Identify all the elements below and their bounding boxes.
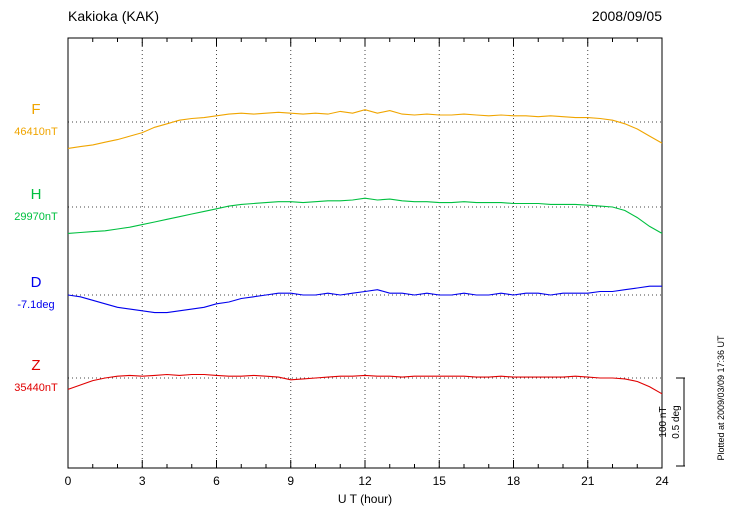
component-letter-F: F — [31, 101, 41, 118]
scale-bar-label-nt: 100 nT — [658, 406, 669, 438]
component-label-H: H 29970nT — [8, 186, 64, 224]
component-label-F: F 46410nT — [8, 101, 64, 139]
x-tick-label: 15 — [433, 474, 447, 488]
x-tick-label: 9 — [287, 474, 294, 488]
x-tick-label: 6 — [213, 474, 220, 488]
component-baseline-H: 29970nT — [14, 211, 58, 223]
x-tick-label: 21 — [581, 474, 595, 488]
x-tick-label: 18 — [507, 474, 521, 488]
x-tick-label: 24 — [655, 474, 669, 488]
x-tick-label: 3 — [139, 474, 146, 488]
trace-H — [67, 197, 663, 234]
component-baseline-F: 46410nT — [14, 126, 58, 138]
scale-bar-label: 100 nT 0.5 deg — [657, 392, 683, 452]
component-label-D: D -7.1deg — [8, 274, 64, 312]
trace-F — [67, 109, 663, 149]
component-baseline-Z: 35440nT — [14, 382, 58, 394]
x-tick-label: 12 — [358, 474, 372, 488]
component-letter-D: D — [30, 274, 42, 291]
trace-D — [67, 285, 662, 314]
component-label-Z: Z 35440nT — [8, 357, 64, 395]
x-axis-label: U T (hour) — [337, 492, 393, 506]
date-label: 2008/09/05 — [591, 8, 662, 24]
station-title: Kakioka (KAK) — [68, 8, 160, 24]
plotted-at-note: Plotted at 2009/03/09 17:36 UT — [716, 335, 726, 461]
component-letter-Z: Z — [31, 357, 41, 374]
scale-bar-label-deg: 0.5 deg — [671, 405, 682, 439]
component-baseline-D: -7.1deg — [17, 299, 55, 311]
x-tick-label: 0 — [65, 474, 72, 488]
trace-Z — [67, 373, 663, 395]
component-letter-H: H — [30, 186, 42, 203]
